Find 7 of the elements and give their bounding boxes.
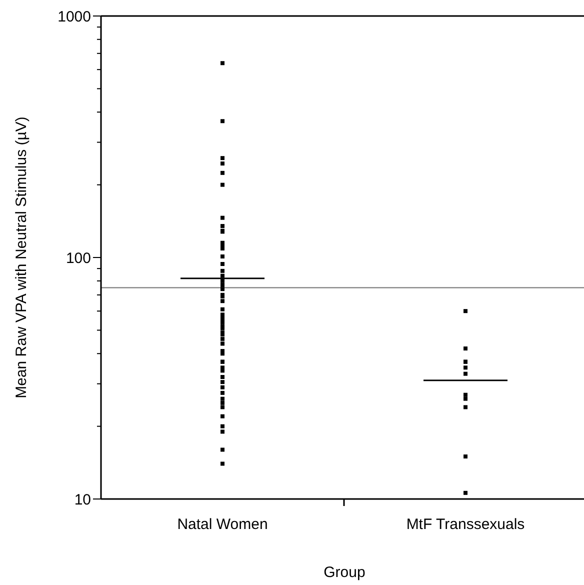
y-tick-label: 1000 <box>58 8 91 26</box>
x-axis-title: Group <box>324 564 366 581</box>
x-tick-label: MtF Transsexuals <box>406 516 525 533</box>
y-tick-label: 100 <box>66 250 91 267</box>
y-tick-label: 10 <box>74 491 91 508</box>
x-tick-label: Natal Women <box>177 516 268 533</box>
y-axis-title: Mean Raw VPA with Neutral Stimulus (µV) <box>13 116 30 398</box>
